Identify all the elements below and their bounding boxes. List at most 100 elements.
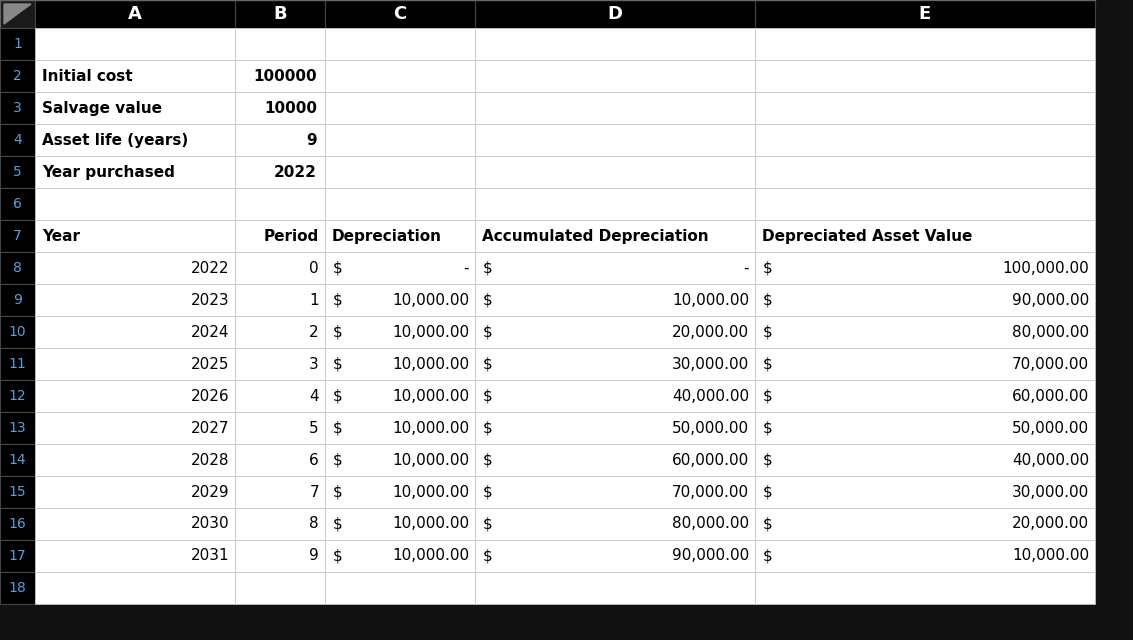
Bar xyxy=(755,92,1094,124)
Bar xyxy=(325,28,475,60)
Bar xyxy=(325,444,475,476)
Bar xyxy=(755,252,1094,284)
Bar xyxy=(0,380,35,412)
Text: 10,000.00: 10,000.00 xyxy=(392,388,469,403)
Text: $: $ xyxy=(483,388,493,403)
Text: $: $ xyxy=(763,324,773,339)
Text: A: A xyxy=(128,5,142,23)
Bar xyxy=(755,444,1094,476)
Bar xyxy=(235,0,325,28)
Bar xyxy=(0,412,35,444)
Bar xyxy=(325,284,475,316)
Bar xyxy=(325,156,475,188)
Bar xyxy=(235,476,325,508)
Text: Depreciation: Depreciation xyxy=(332,228,442,243)
Text: 2027: 2027 xyxy=(190,420,229,435)
Text: 4: 4 xyxy=(14,133,22,147)
Text: 0: 0 xyxy=(309,260,320,275)
Text: $: $ xyxy=(763,356,773,371)
Bar xyxy=(325,92,475,124)
Bar xyxy=(0,188,35,220)
Text: $: $ xyxy=(333,516,343,531)
Bar xyxy=(235,316,325,348)
Bar xyxy=(475,508,755,540)
Text: $: $ xyxy=(483,356,493,371)
Bar xyxy=(35,0,235,28)
Text: 6: 6 xyxy=(309,452,320,467)
Text: $: $ xyxy=(333,292,343,307)
Text: Salvage value: Salvage value xyxy=(42,100,162,115)
Text: $: $ xyxy=(483,292,493,307)
Text: 100,000.00: 100,000.00 xyxy=(1003,260,1089,275)
Bar xyxy=(755,476,1094,508)
Text: 100000: 100000 xyxy=(254,68,317,83)
Text: 16: 16 xyxy=(9,517,26,531)
Bar xyxy=(0,220,35,252)
Bar xyxy=(475,124,755,156)
Text: 2: 2 xyxy=(14,69,22,83)
Text: 10,000.00: 10,000.00 xyxy=(392,292,469,307)
Text: 2025: 2025 xyxy=(190,356,229,371)
Bar xyxy=(35,348,235,380)
Text: Asset life (years): Asset life (years) xyxy=(42,132,188,147)
Bar xyxy=(475,316,755,348)
Bar xyxy=(35,252,235,284)
Bar xyxy=(755,284,1094,316)
Text: 10,000.00: 10,000.00 xyxy=(392,484,469,499)
Bar xyxy=(475,28,755,60)
Text: 3: 3 xyxy=(14,101,22,115)
Bar xyxy=(0,252,35,284)
Bar xyxy=(475,476,755,508)
Bar xyxy=(755,124,1094,156)
Bar xyxy=(325,0,475,28)
Text: $: $ xyxy=(483,548,493,563)
Text: 50,000.00: 50,000.00 xyxy=(672,420,749,435)
Bar xyxy=(35,508,235,540)
Text: 2029: 2029 xyxy=(190,484,229,499)
Text: 60,000.00: 60,000.00 xyxy=(672,452,749,467)
Bar xyxy=(325,476,475,508)
Bar xyxy=(0,284,35,316)
Bar xyxy=(475,284,755,316)
Text: $: $ xyxy=(483,420,493,435)
Text: 6: 6 xyxy=(14,197,22,211)
Bar xyxy=(475,92,755,124)
Bar xyxy=(0,444,35,476)
Text: $: $ xyxy=(483,484,493,499)
Text: 2028: 2028 xyxy=(190,452,229,467)
Text: D: D xyxy=(607,5,622,23)
Text: 70,000.00: 70,000.00 xyxy=(1012,356,1089,371)
Text: 2026: 2026 xyxy=(190,388,229,403)
Bar xyxy=(0,476,35,508)
Bar xyxy=(35,316,235,348)
Bar xyxy=(0,92,35,124)
Text: $: $ xyxy=(333,388,343,403)
Text: 9: 9 xyxy=(309,548,320,563)
Text: Depreciated Asset Value: Depreciated Asset Value xyxy=(763,228,972,243)
Bar xyxy=(35,188,235,220)
Bar xyxy=(35,156,235,188)
Text: $: $ xyxy=(763,388,773,403)
Bar xyxy=(475,0,755,28)
Text: 18: 18 xyxy=(9,581,26,595)
Text: $: $ xyxy=(333,356,343,371)
Text: $: $ xyxy=(763,516,773,531)
Text: $: $ xyxy=(763,260,773,275)
Text: 80,000.00: 80,000.00 xyxy=(1012,324,1089,339)
Text: 1: 1 xyxy=(14,37,22,51)
Text: $: $ xyxy=(333,452,343,467)
Text: 2031: 2031 xyxy=(190,548,229,563)
Bar xyxy=(35,92,235,124)
Bar xyxy=(755,380,1094,412)
Text: 20,000.00: 20,000.00 xyxy=(1012,516,1089,531)
Text: -: - xyxy=(743,260,749,275)
Text: 9: 9 xyxy=(306,132,317,147)
Bar xyxy=(235,444,325,476)
Bar xyxy=(235,124,325,156)
Text: 2022: 2022 xyxy=(274,164,317,179)
Bar xyxy=(755,188,1094,220)
Text: 10,000.00: 10,000.00 xyxy=(1012,548,1089,563)
Text: B: B xyxy=(273,5,287,23)
Bar xyxy=(235,188,325,220)
Bar xyxy=(35,412,235,444)
